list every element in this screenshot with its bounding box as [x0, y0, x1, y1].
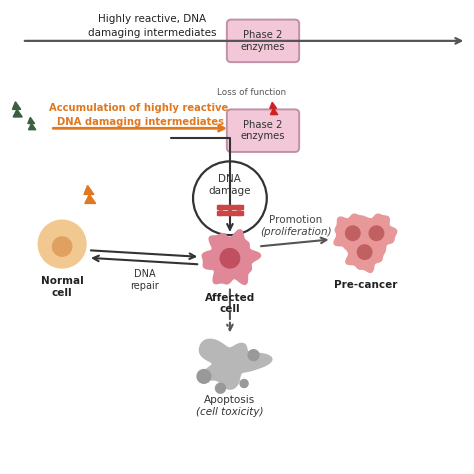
Circle shape [239, 379, 249, 388]
Text: Affected
cell: Affected cell [205, 293, 255, 314]
Bar [228, 205, 231, 215]
Text: DNA
repair: DNA repair [130, 269, 159, 291]
FancyBboxPatch shape [227, 19, 299, 62]
Circle shape [219, 248, 240, 269]
Bar [217, 205, 243, 209]
Circle shape [345, 225, 361, 241]
Circle shape [368, 225, 384, 241]
Text: Phase 2
enzymes: Phase 2 enzymes [241, 30, 285, 52]
Circle shape [193, 161, 267, 235]
Bar [219, 205, 222, 215]
Text: Promotion: Promotion [269, 216, 323, 226]
Bar [237, 205, 240, 215]
Polygon shape [201, 229, 261, 285]
Polygon shape [345, 232, 385, 273]
Text: damaging intermediates: damaging intermediates [88, 28, 216, 38]
Circle shape [37, 219, 87, 269]
Text: Phase 2
enzymes: Phase 2 enzymes [241, 120, 285, 141]
Circle shape [356, 244, 373, 260]
Text: Highly reactive, DNA: Highly reactive, DNA [98, 14, 206, 24]
Polygon shape [357, 213, 397, 254]
Text: (cell toxicity): (cell toxicity) [196, 407, 264, 417]
Text: (proliferation): (proliferation) [260, 227, 332, 237]
Polygon shape [84, 185, 96, 203]
Text: Accumulation of highly reactive,: Accumulation of highly reactive, [48, 103, 232, 113]
Polygon shape [199, 338, 273, 390]
Circle shape [247, 349, 260, 361]
Text: Apoptosis: Apoptosis [204, 395, 255, 405]
FancyBboxPatch shape [227, 109, 299, 152]
Text: DNA
damage: DNA damage [209, 174, 251, 196]
Text: Pre-cancer: Pre-cancer [334, 280, 397, 290]
Text: DNA damaging intermediates: DNA damaging intermediates [56, 117, 224, 127]
Polygon shape [333, 213, 374, 254]
Polygon shape [12, 102, 22, 117]
Text: Loss of function: Loss of function [217, 88, 286, 97]
Circle shape [215, 383, 226, 394]
Text: Normal
cell: Normal cell [41, 276, 83, 298]
Circle shape [196, 369, 211, 384]
Circle shape [52, 236, 73, 257]
Polygon shape [270, 102, 278, 115]
Polygon shape [28, 118, 36, 130]
Bar [217, 211, 243, 215]
